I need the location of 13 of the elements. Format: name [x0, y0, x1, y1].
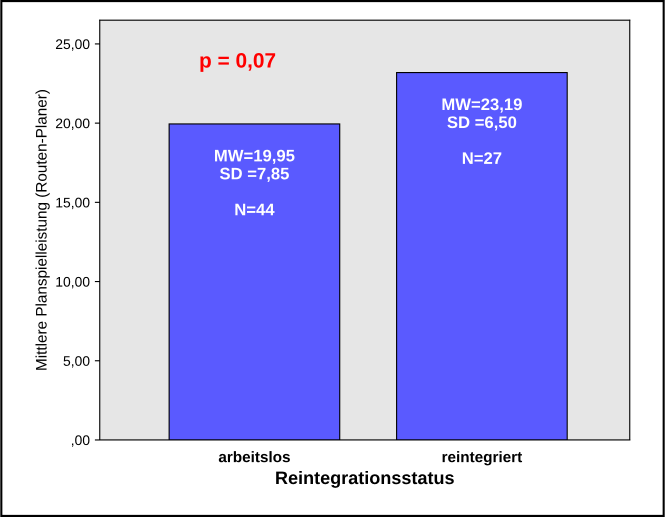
- x-tick-label: reintegriert: [442, 451, 522, 466]
- y-tick-label: 15,00: [56, 198, 90, 210]
- x-tick-label: arbeitslos: [218, 451, 290, 462]
- y-tick-label: 5,00: [64, 356, 90, 368]
- y-tick-label: 20,00: [56, 118, 90, 130]
- text: MW=23,19 SD =6,50 N=27: [442, 98, 522, 164]
- annotation: p = 0,07: [200, 52, 276, 72]
- y-axis-title: Mittlere Planspielleistung (Routen-Planer): [35, 90, 50, 370]
- text: MW=19,95 SD =7,85 N=44: [215, 150, 294, 216]
- y-tick-label: 25,00: [56, 39, 90, 51]
- y-tick-label: 10,00: [56, 276, 90, 288]
- x-axis-title: Reintegrationsstatus: [276, 470, 454, 488]
- y-tick-label: ,00: [72, 435, 90, 447]
